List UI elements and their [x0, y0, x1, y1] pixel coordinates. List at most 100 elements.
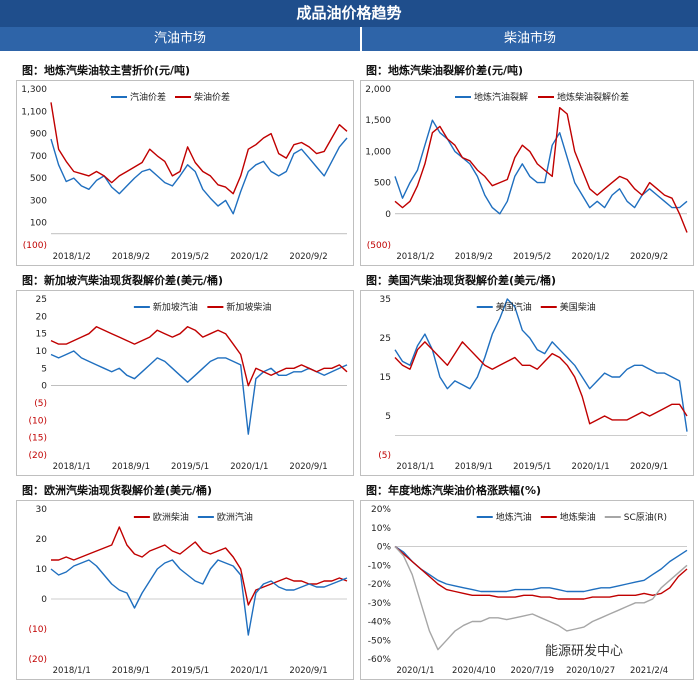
chart5-svg: (20) (10) 0 10 20 30 2018/1/1 2018/9/1 2019/5/1 2… — [29, 505, 348, 676]
series-line-1 — [50, 326, 348, 387]
y-tick-label: (500) — [367, 241, 391, 251]
y-tick-label: 0 — [385, 210, 391, 220]
legend-label-0: 新加坡汽油 — [153, 301, 198, 313]
x-tick-label: 2020/1/1 — [396, 666, 434, 676]
series-line-1 — [394, 545, 688, 600]
y-tick-label: (20) — [29, 451, 47, 461]
x-tick-label: 2020/1/1 — [230, 462, 268, 472]
x-tick-label: 2020/10/27 — [566, 666, 615, 676]
y-tick-label: 500 — [30, 174, 47, 184]
legend-label-0: 美国汽油 — [496, 301, 532, 313]
x-tick-label: 2018/1/2 — [53, 252, 91, 262]
y-tick-label: -10% — [368, 561, 392, 571]
diesel-market-header: 柴油市场 — [362, 27, 698, 51]
x-tick-label: 2021/2/4 — [630, 666, 668, 676]
y-tick-label: 5 — [385, 412, 391, 422]
x-tick-label: 2018/1/2 — [396, 252, 434, 262]
y-tick-label: 1,300 — [21, 85, 47, 95]
x-tick-label: 2020/1/1 — [572, 462, 610, 472]
y-tick-label: 700 — [30, 152, 47, 162]
y-tick-label: 100 — [30, 219, 47, 229]
legend-label-0: 汽油价差 — [130, 91, 166, 103]
legend-label-0: 欧洲柴油 — [153, 511, 189, 523]
page-title: 成品油价格趋势 — [0, 0, 698, 27]
series-line-2 — [394, 546, 688, 651]
chart3-panel: (20) (15) (10) (5) 0 5 10 15 20 25 2018/1/1 2018/9/… — [16, 290, 354, 476]
x-tick-label: 2019/5/1 — [171, 666, 209, 676]
x-tick-label: 2020/9/2 — [630, 252, 668, 262]
chart3-svg: (20) (15) (10) (5) 0 5 10 15 20 25 2018/1/1 2018/9/… — [29, 295, 348, 472]
x-tick-label: 2018/1/1 — [396, 462, 434, 472]
y-tick-label: 900 — [30, 130, 47, 140]
legend-label-0: 地炼汽油 — [496, 511, 532, 523]
y-tick-label: 15 — [36, 330, 47, 340]
legend-label-1: 地炼柴油 — [560, 511, 596, 523]
y-tick-label: 10% — [371, 524, 391, 534]
legend-label-1: 柴油价差 — [194, 91, 230, 103]
legend-label-1: 美国柴油 — [560, 301, 596, 313]
x-tick-label: 2020/7/19 — [510, 666, 554, 676]
y-tick-label: 0 — [41, 382, 47, 392]
y-tick-label: (5) — [378, 451, 391, 461]
header-divider — [360, 27, 362, 51]
y-tick-label: 10 — [36, 565, 48, 575]
chart2-panel: (500) 0 500 1,000 1,500 2,000 2018/1/2 2018/9/2… — [360, 80, 694, 266]
chart4-title: 图：美国汽柴油现货裂解价差(美元/桶) — [366, 274, 557, 287]
x-tick-label: 2020/9/1 — [289, 666, 327, 676]
x-tick-label: 2020/9/1 — [630, 462, 668, 472]
chart4-panel: (5) 5 15 25 35 2018/1/1 2018/9/1 2019/5/1 2020/1… — [360, 290, 694, 476]
series-line-0 — [50, 350, 348, 435]
series-line-1 — [50, 102, 348, 195]
x-tick-label: 2018/9/2 — [455, 252, 493, 262]
chart1-panel: (100) 100 300 500 700 900 1,100 1,300 2018/1/2 20… — [16, 80, 354, 266]
y-tick-label: (100) — [23, 241, 47, 251]
legend-label-1: 欧洲汽油 — [217, 511, 253, 523]
x-tick-label: 2019/5/1 — [513, 462, 551, 472]
x-tick-label: 2019/5/2 — [171, 252, 209, 262]
legend-label-1: 地炼柴油裂解价差 — [557, 91, 629, 103]
y-tick-label: (20) — [29, 655, 47, 665]
chart5-title: 图：欧洲汽柴油现货裂解价差(美元/桶) — [22, 484, 213, 497]
x-tick-label: 2020/9/2 — [289, 252, 327, 262]
y-tick-label: 25 — [380, 334, 391, 344]
chart6-panel: -60% -50% -40% -30% -20% -10% 0% 10% 20% 2020/1/1… — [360, 500, 694, 680]
x-tick-label: 2018/9/1 — [455, 462, 493, 472]
x-tick-label: 2020/1/1 — [230, 666, 268, 676]
y-tick-label: -40% — [368, 618, 392, 628]
x-tick-label: 2019/5/2 — [513, 252, 551, 262]
y-tick-label: 20 — [36, 312, 48, 322]
gasoline-market-header: 汽油市场 — [0, 27, 360, 51]
series-line-0 — [394, 298, 688, 432]
legend-label-1: 新加坡柴油 — [226, 301, 271, 313]
y-tick-label: 1,000 — [365, 147, 391, 157]
chart1-title: 图：地炼汽柴油较主营折价(元/吨) — [22, 64, 191, 77]
chart6-title: 图：年度地炼汽柴油价格涨跌幅(%) — [366, 484, 542, 497]
legend-label-2: SC原油(R) — [624, 511, 667, 523]
series-line-0 — [51, 526, 348, 606]
x-tick-label: 2018/1/1 — [53, 666, 91, 676]
series-line-0 — [394, 119, 688, 215]
x-tick-label: 2020/1/2 — [230, 252, 268, 262]
y-tick-label: -50% — [368, 636, 392, 646]
y-tick-label: 15 — [380, 373, 391, 383]
series-line-1 — [50, 559, 348, 636]
y-tick-label: (10) — [29, 416, 47, 426]
y-tick-label: 5 — [41, 364, 47, 374]
x-tick-label: 2020/4/10 — [452, 666, 496, 676]
y-tick-label: -30% — [368, 599, 392, 609]
y-tick-label: 10 — [36, 347, 48, 357]
chart2-svg: (500) 0 500 1,000 1,500 2,000 2018/1/2 2018/9/2… — [365, 85, 688, 262]
x-tick-label: 2020/9/1 — [289, 462, 327, 472]
x-tick-label: 2018/9/1 — [112, 666, 150, 676]
x-tick-label: 2018/9/1 — [112, 462, 150, 472]
y-tick-label: 1,500 — [365, 116, 391, 126]
y-tick-label: 0 — [41, 595, 47, 605]
chart4-svg: (5) 5 15 25 35 2018/1/1 2018/9/1 2019/5/1 2020/1… — [378, 295, 688, 472]
y-tick-label: 2,000 — [365, 85, 391, 95]
y-tick-label: 20 — [36, 535, 48, 545]
x-tick-label: 2018/1/1 — [53, 462, 91, 472]
watermark-text: 能源研发中心 — [545, 644, 624, 659]
y-tick-label: (15) — [29, 434, 47, 444]
y-tick-label: -20% — [368, 580, 392, 590]
x-tick-label: 2020/1/2 — [572, 252, 610, 262]
